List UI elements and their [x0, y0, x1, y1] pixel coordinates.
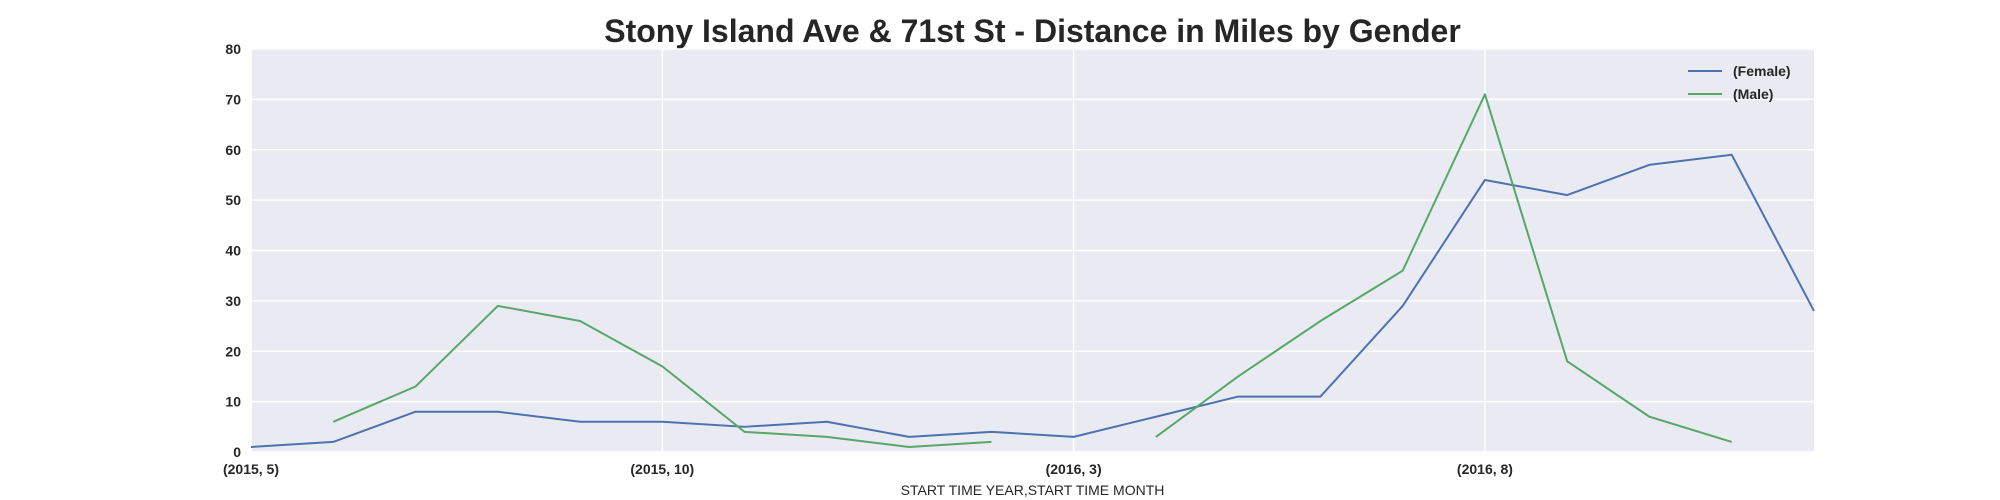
y-axis-ticks: 0 10 20 30 40 50 60 70 80 — [225, 41, 241, 460]
x-tick-label: (2015, 10) — [630, 461, 694, 477]
x-axis-ticks: (2015, 5) (2015, 10) (2016, 3) (2016, 8) — [223, 461, 1513, 477]
gridlines — [250, 48, 1814, 453]
series-line-male — [332, 304, 992, 448]
series-line-male — [1155, 93, 1733, 443]
y-tick-label: 0 — [233, 444, 241, 460]
chart-title: Stony Island Ave & 71st St - Distance in… — [604, 13, 1461, 49]
y-tick-label: 10 — [225, 394, 241, 410]
x-axis-label: START TIME YEAR,START TIME MONTH — [901, 482, 1165, 498]
legend-label-female: (Female) — [1733, 63, 1791, 79]
legend: (Female) (Male) — [1688, 63, 1791, 102]
y-tick-label: 40 — [225, 243, 241, 259]
y-tick-label: 70 — [225, 91, 241, 107]
series-line-female — [250, 153, 1815, 448]
y-tick-label: 80 — [225, 41, 241, 57]
x-tick-label: (2015, 5) — [223, 461, 279, 477]
series-lines — [250, 93, 1815, 448]
y-tick-label: 50 — [225, 192, 241, 208]
y-tick-label: 30 — [225, 293, 241, 309]
y-tick-label: 60 — [225, 142, 241, 158]
x-tick-label: (2016, 3) — [1046, 461, 1102, 477]
y-tick-label: 20 — [225, 343, 241, 359]
x-tick-label: (2016, 8) — [1457, 461, 1513, 477]
legend-label-male: (Male) — [1733, 86, 1773, 102]
